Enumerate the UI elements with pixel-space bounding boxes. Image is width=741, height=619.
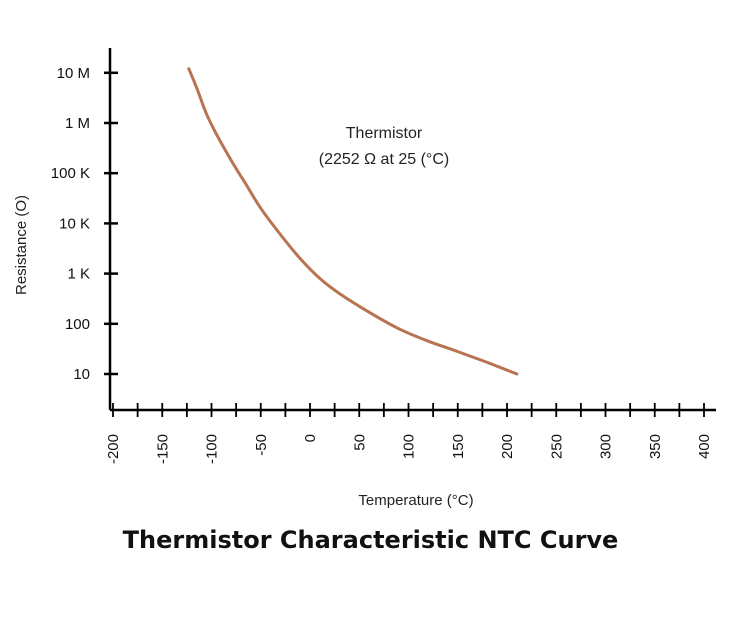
resistance-curve [187, 67, 519, 376]
y-tick-label: 100 [65, 316, 90, 333]
y-tick-label: 10 K [59, 215, 90, 232]
x-tick-label: -150 [154, 434, 171, 464]
x-tick-label: 200 [499, 434, 516, 459]
x-tick-label: 350 [647, 434, 664, 459]
y-tick-label: 10 [73, 366, 90, 383]
annotation-line-2: (2252 Ω at 25 (°C) [319, 151, 449, 168]
y-tick-label: 1 M [65, 115, 90, 132]
x-tick-label: 300 [598, 434, 615, 459]
x-tick-label: 50 [351, 434, 368, 451]
y-tick-label: 10 M [57, 65, 90, 82]
series-layer [187, 67, 519, 376]
x-tick-label: 150 [450, 434, 467, 459]
chart-title: Thermistor Characteristic NTC Curve [122, 526, 619, 554]
x-tick-label: 400 [696, 434, 713, 459]
x-tick-label: -50 [253, 434, 270, 456]
y-axis-title: Resistance (O) [13, 195, 30, 295]
x-tick-label: 100 [401, 434, 418, 459]
y-axis: 10 100 1 K 10 K 100 K 1 M 10 M [51, 48, 118, 410]
x-tick-label: -100 [204, 434, 221, 464]
y-tick-label: 1 K [67, 266, 90, 283]
x-tick-label: -200 [105, 434, 122, 464]
x-tick-label: 0 [302, 434, 319, 442]
annotation-line-1: Thermistor [346, 125, 423, 142]
y-tick-label: 100 K [51, 165, 90, 182]
x-tick-label: 250 [548, 434, 565, 459]
x-axis-title: Temperature (°C) [358, 492, 473, 509]
x-axis: -200 -150 -100 -50 0 50 100 150 200 250 300 350 400 [105, 403, 716, 464]
